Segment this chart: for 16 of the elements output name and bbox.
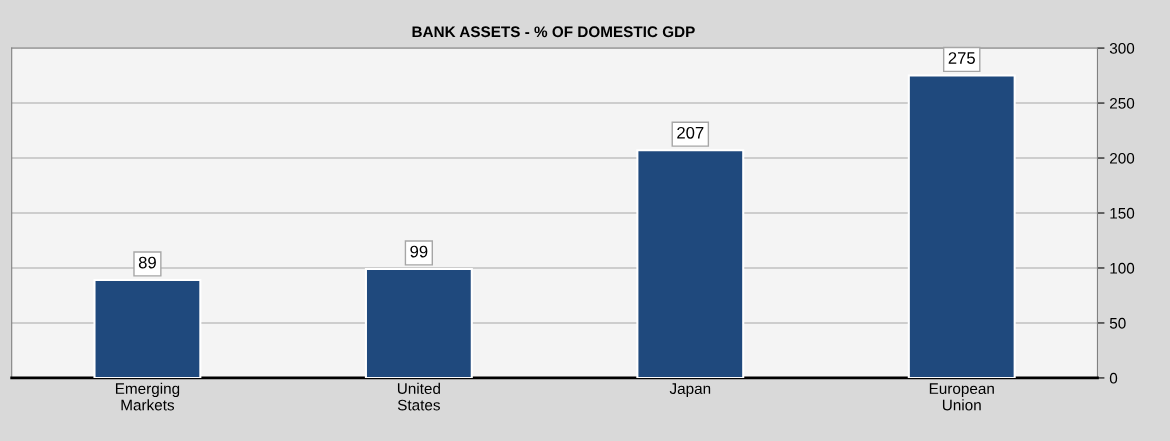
data-label: 275 — [948, 52, 975, 64]
y-tick-label: 0 — [1109, 372, 1118, 384]
y-tick-label: 100 — [1110, 262, 1135, 274]
data-label: 207 — [677, 126, 704, 139]
y-tick-label: 50 — [1109, 317, 1126, 329]
y-tick-label: 200 — [1110, 152, 1135, 164]
y-tick-label: 250 — [1110, 97, 1135, 109]
chart-title: BANK ASSETS - % OF DOMESTIC GDP — [412, 26, 695, 38]
x-tick-label: Japan — [669, 383, 711, 398]
x-tick-label: European Union — [929, 383, 994, 411]
y-tick-label: 150 — [1110, 207, 1135, 219]
data-label: 99 — [410, 245, 428, 258]
x-tick-label: Emerging Markets — [115, 382, 180, 411]
y-tick-label: 300 — [1109, 42, 1135, 54]
data-label: 89 — [138, 256, 156, 269]
x-tick-label: United States — [397, 382, 440, 411]
